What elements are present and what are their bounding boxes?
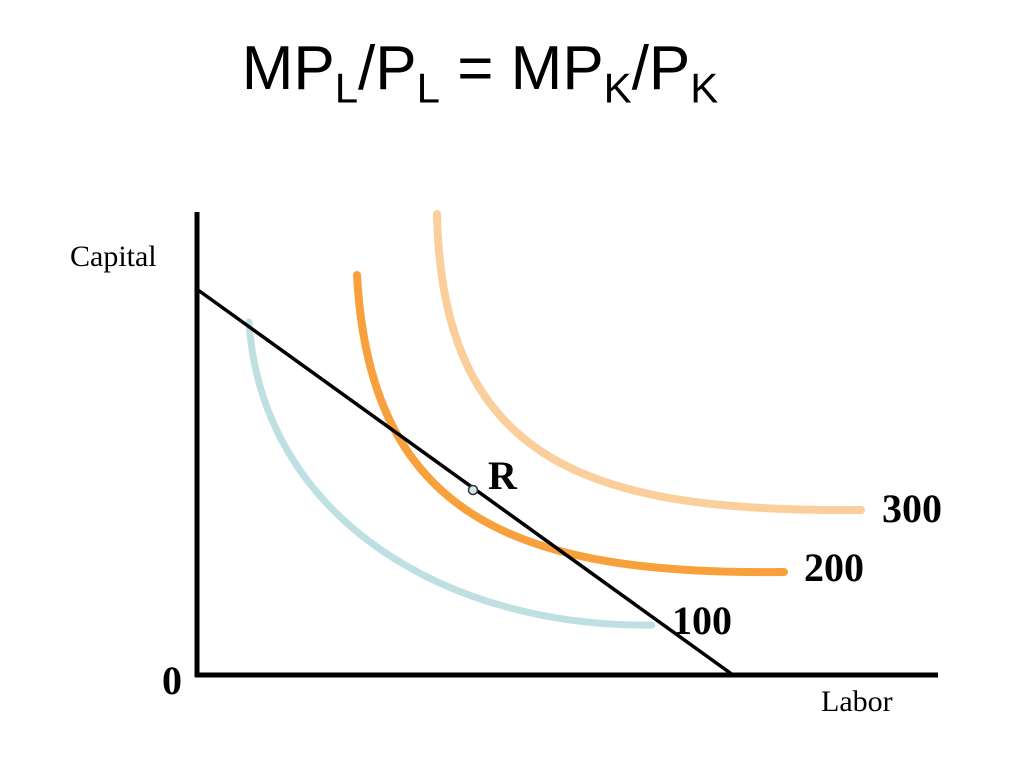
point-r-label: R [488,453,518,498]
x-axis-label: Labor [821,685,893,718]
title-sub-l-2: L [416,64,440,112]
tangency-point-r [467,484,479,496]
title-equals: = [440,34,511,103]
isoquant-100-label: 100 [672,598,732,643]
title-mp-l: MP [241,34,335,103]
isoquant-200-label: 200 [804,545,864,590]
isoquant-300-label: 300 [882,486,942,531]
isoquant-300-curve [433,210,865,515]
origin-label: 0 [162,658,182,703]
title-slash-p-l: /P [358,34,417,103]
title-sub-l: L [334,64,359,112]
title-slash-p-k: /P [631,34,691,103]
title-mp-k: MP [510,34,604,103]
title-sub-k-2: K [690,64,719,112]
slide-title: MPL/PL = MPK/PK [0,38,960,109]
y-axis-label: Capital [70,240,157,273]
title-sub-k: K [603,64,632,112]
isocost-line [196,288,735,677]
isoquant-200-curve [353,271,788,577]
isoquant-100-curve [245,318,656,629]
